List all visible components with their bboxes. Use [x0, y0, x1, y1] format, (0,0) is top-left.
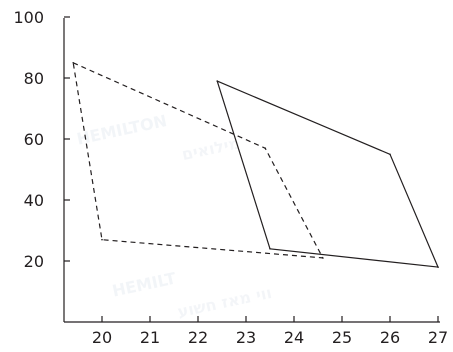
x-tick-label: 27	[428, 328, 448, 347]
watermark-layer: HEMILTON HEMILT מילואים ווי מאז חשוע	[75, 111, 273, 321]
x-tick-label: 23	[236, 328, 256, 347]
y-tick-label: 20	[24, 252, 44, 271]
y-ticks: 20 40 60 80 100	[13, 8, 70, 271]
watermark-hebrew-2: ווי מאז חשוע	[176, 283, 274, 321]
series-layer	[72, 61, 439, 268]
data-point	[216, 80, 218, 82]
x-tick-label: 22	[188, 328, 208, 347]
x-tick-label: 21	[140, 328, 160, 347]
y-tick-label: 40	[24, 191, 44, 210]
data-point	[72, 61, 74, 64]
x-ticks: 20 21 22 23 24 25 26 27	[92, 316, 448, 347]
x-tick-label: 26	[380, 328, 400, 347]
y-tick-label: 80	[24, 69, 44, 88]
y-tick-label: 100	[13, 8, 44, 27]
data-point	[264, 147, 267, 149]
x-tick-label: 24	[284, 328, 304, 347]
watermark-hebrew-1: מילואים	[180, 133, 242, 164]
data-point	[389, 153, 391, 156]
x-tick-label: 20	[92, 328, 112, 347]
data-point	[322, 257, 324, 259]
data-point	[437, 266, 439, 268]
solid-series-line	[216, 80, 439, 268]
data-point	[269, 248, 271, 250]
x-tick-label: 25	[332, 328, 352, 347]
watermark-brand: HEMILTON	[75, 111, 169, 149]
watermark-brand-repeat: HEMILT	[110, 269, 177, 301]
y-tick-label: 60	[24, 130, 44, 149]
data-point	[101, 238, 103, 241]
